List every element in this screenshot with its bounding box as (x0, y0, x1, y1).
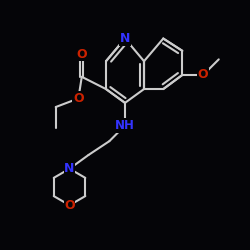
Text: N: N (64, 162, 75, 175)
Text: NH: NH (115, 119, 135, 132)
Text: O: O (198, 68, 208, 82)
Text: O: O (76, 48, 87, 61)
Text: O: O (64, 199, 75, 212)
Text: O: O (73, 92, 84, 105)
Text: N: N (120, 32, 130, 45)
